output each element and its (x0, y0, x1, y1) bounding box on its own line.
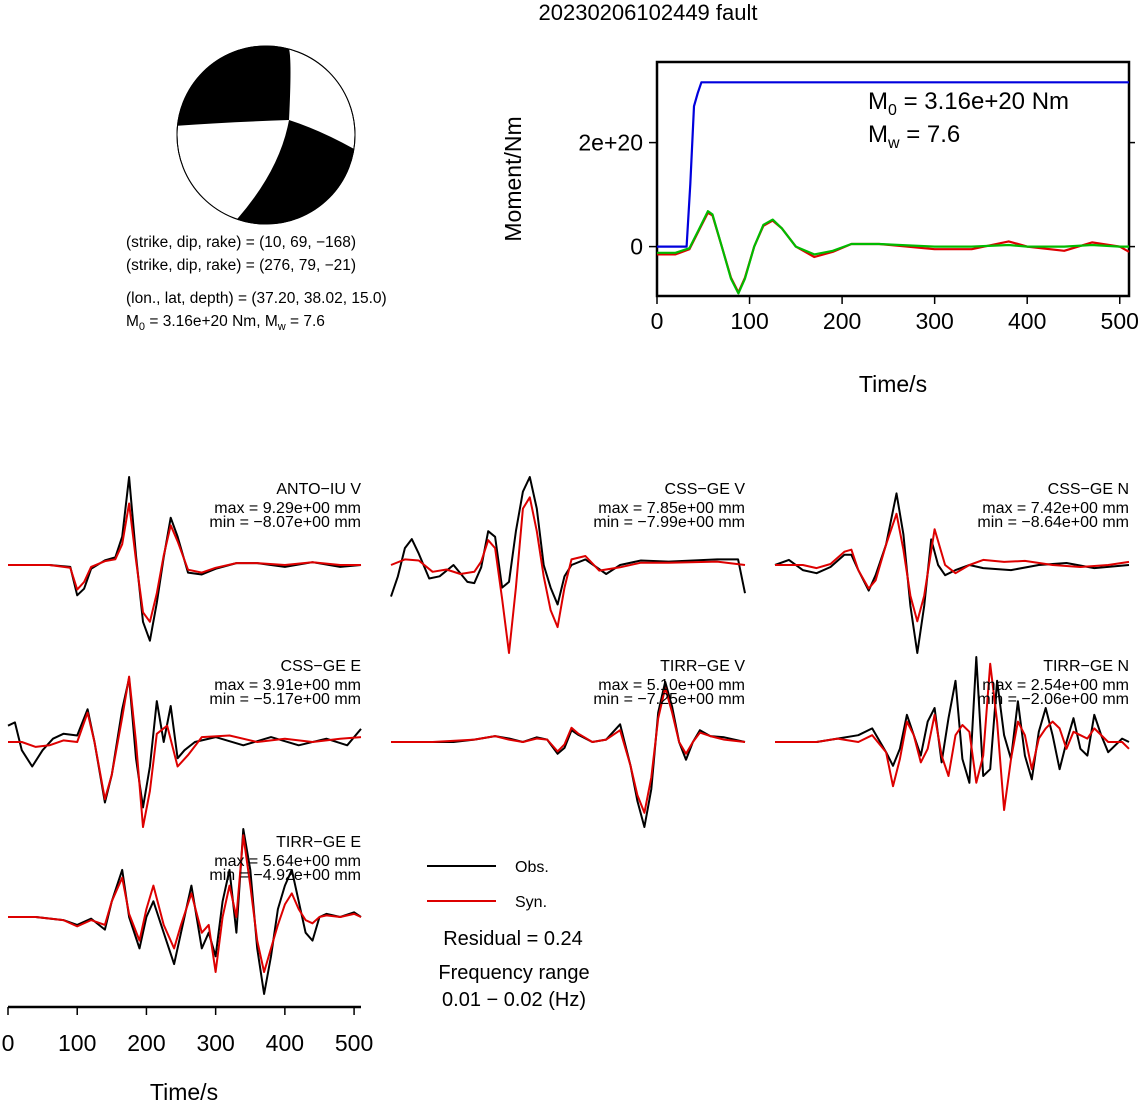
nodal-plane-2-text: (strike, dip, rake) = (276, 79, −21) (126, 257, 356, 274)
station-min: min = −2.06e+00 mm (977, 691, 1129, 708)
moment-xtick-label: 300 (915, 308, 953, 334)
nodal-plane-1-text: (strike, dip, rake) = (10, 69, −168) (126, 234, 356, 251)
station-min: min = −7.99e+00 mm (593, 514, 745, 531)
station-max: max = 2.54e+00 mm (982, 677, 1129, 694)
waveform-xtick-label: 100 (58, 1030, 96, 1056)
synthetic-trace (775, 512, 1130, 623)
station-max: max = 5.10e+00 mm (598, 677, 745, 694)
moment-ytick-label: 2e+20 (578, 130, 643, 156)
frequency-range: 0.01 − 0.02 (Hz) (442, 989, 586, 1011)
moment-rate-green-series (657, 210, 1129, 295)
moment-plot-xlabel: Time/s (859, 371, 927, 397)
waveform-xtick-label: 400 (266, 1030, 304, 1056)
moment-annotation-mw: Mw = 7.6 (868, 121, 960, 152)
moment-plot-series (657, 81, 1130, 295)
beachball-quadrant-se (237, 120, 354, 225)
station-max: max = 7.85e+00 mm (598, 500, 745, 517)
synthetic-trace (8, 834, 362, 973)
beachball-quadrant-nw (177, 45, 291, 126)
moment-xtick-label: 500 (1101, 308, 1139, 334)
frequency-label: Frequency range (438, 962, 589, 984)
station-max: max = 7.42e+00 mm (982, 500, 1129, 517)
moment-ytick-label: 0 (630, 234, 643, 260)
station-max: max = 9.29e+00 mm (214, 500, 361, 517)
station-label: ANTO−IU V (276, 481, 361, 498)
cumulative-moment-series (657, 81, 1129, 248)
station-label: TIRR−GE V (660, 658, 745, 675)
observed-trace (774, 492, 1130, 654)
moment-rate-red-series (657, 211, 1130, 294)
waveform-xtick-label: 200 (127, 1030, 165, 1056)
station-min: min = −8.07e+00 mm (209, 514, 361, 531)
station-label: CSS−GE V (665, 481, 746, 498)
station-min: min = −8.64e+00 mm (977, 514, 1129, 531)
moment-xtick-label: 200 (823, 308, 861, 334)
waveform-xtick-label: 500 (335, 1030, 373, 1056)
station-min: min = −7.25e+00 mm (593, 691, 745, 708)
station-label: CSS−GE N (1048, 481, 1129, 498)
legend-syn-label: Syn. (515, 894, 547, 911)
waveform-x-axis: 0 100 200 300 400 500 (2, 1005, 373, 1056)
moment-text: M0 = 3.16e+20 Nm, Mw = 7.6 (126, 313, 325, 333)
moment-xtick-label: 100 (730, 308, 768, 334)
waveform-xlabel: Time/s (150, 1079, 218, 1104)
legend: Obs. Syn. Residual = 0.24 Frequency rang… (427, 859, 590, 1011)
station-min: min = −4.92e+00 mm (209, 867, 361, 884)
station-label: TIRR−GE N (1043, 658, 1129, 675)
moment-xtick-label: 0 (651, 308, 664, 334)
waveform-xtick-label: 300 (196, 1030, 234, 1056)
station-max: max = 3.91e+00 mm (214, 677, 361, 694)
moment-plot-frame (655, 60, 1131, 298)
waveform-xtick-label: 0 (2, 1030, 15, 1056)
synthetic-trace (390, 496, 746, 654)
residual-text: Residual = 0.24 (443, 928, 583, 950)
moment-plot-axes: 0 100 200 300 400 500 0 2e+20 (578, 130, 1139, 334)
figure-title: 20230206102449 fault (539, 0, 758, 25)
beachball-outline (176, 45, 356, 225)
station-min: min = −5.17e+00 mm (209, 691, 361, 708)
station-label: CSS−GE E (281, 658, 361, 675)
station-max: max = 5.64e+00 mm (214, 853, 361, 870)
synthetic-trace (8, 675, 362, 828)
moment-annotation-m0: M0 = 3.16e+20 Nm (868, 88, 1069, 119)
synthetic-trace (8, 502, 361, 623)
observed-trace (775, 656, 1130, 784)
synthetic-trace (775, 662, 1130, 811)
moment-plot-ylabel: Moment/Nm (500, 116, 526, 241)
station-label: TIRR−GE E (276, 834, 361, 851)
beachball: (strike, dip, rake) = (10, 69, −168) (st… (126, 45, 387, 333)
legend-obs-label: Obs. (515, 859, 549, 876)
observed-trace (390, 476, 746, 606)
moment-xtick-label: 400 (1008, 308, 1046, 334)
location-text: (lon., lat, depth) = (37.20, 38.02, 15.0… (126, 290, 387, 307)
synthetic-trace (391, 686, 746, 814)
